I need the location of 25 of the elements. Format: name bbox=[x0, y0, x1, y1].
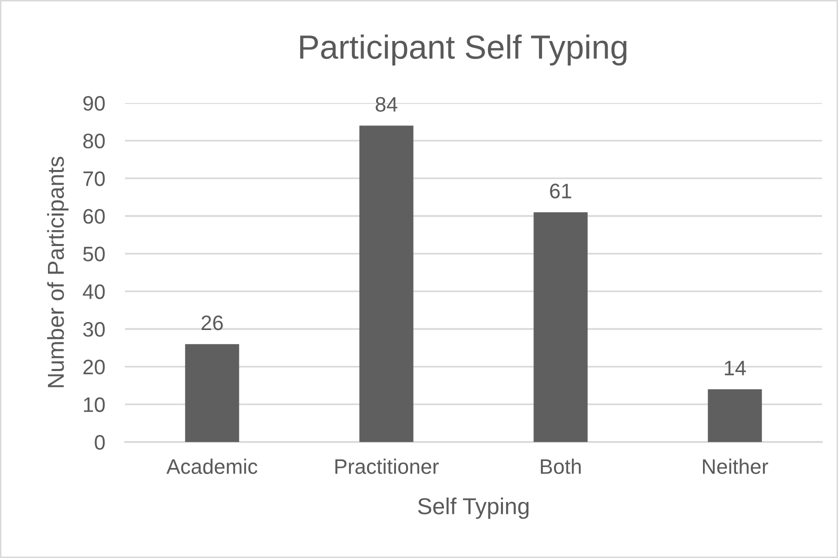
y-tick-label: 70 bbox=[83, 171, 105, 186]
x-axis-title: Self Typing bbox=[418, 498, 529, 519]
bar bbox=[359, 126, 414, 442]
y-tick-label: 80 bbox=[83, 134, 105, 148]
y-tick-label: 90 bbox=[83, 96, 105, 111]
x-tick-label: Neither bbox=[703, 458, 768, 474]
y-tick-label: 50 bbox=[83, 246, 105, 262]
x-tick-label: Both bbox=[540, 458, 581, 474]
y-tick-label: 60 bbox=[83, 209, 105, 224]
bar bbox=[185, 344, 240, 442]
data-label: 61 bbox=[550, 184, 572, 198]
y-tick-label: 0 bbox=[94, 435, 105, 450]
y-tick-label: 30 bbox=[83, 322, 105, 337]
x-tick-label: Academic bbox=[166, 458, 258, 474]
data-label: 26 bbox=[202, 315, 223, 330]
y-axis-title: Number of Participants bbox=[47, 156, 68, 388]
x-tick-label: Practitioner bbox=[335, 458, 439, 474]
data-label: 14 bbox=[724, 360, 746, 376]
data-label: 84 bbox=[376, 97, 398, 112]
chart-title: Participant Self Typing bbox=[300, 34, 626, 66]
y-tick-label: 10 bbox=[84, 397, 105, 412]
y-tick-label: 40 bbox=[82, 284, 105, 300]
bar bbox=[708, 389, 762, 442]
y-tick-label: 20 bbox=[83, 360, 105, 374]
bar bbox=[534, 212, 588, 442]
